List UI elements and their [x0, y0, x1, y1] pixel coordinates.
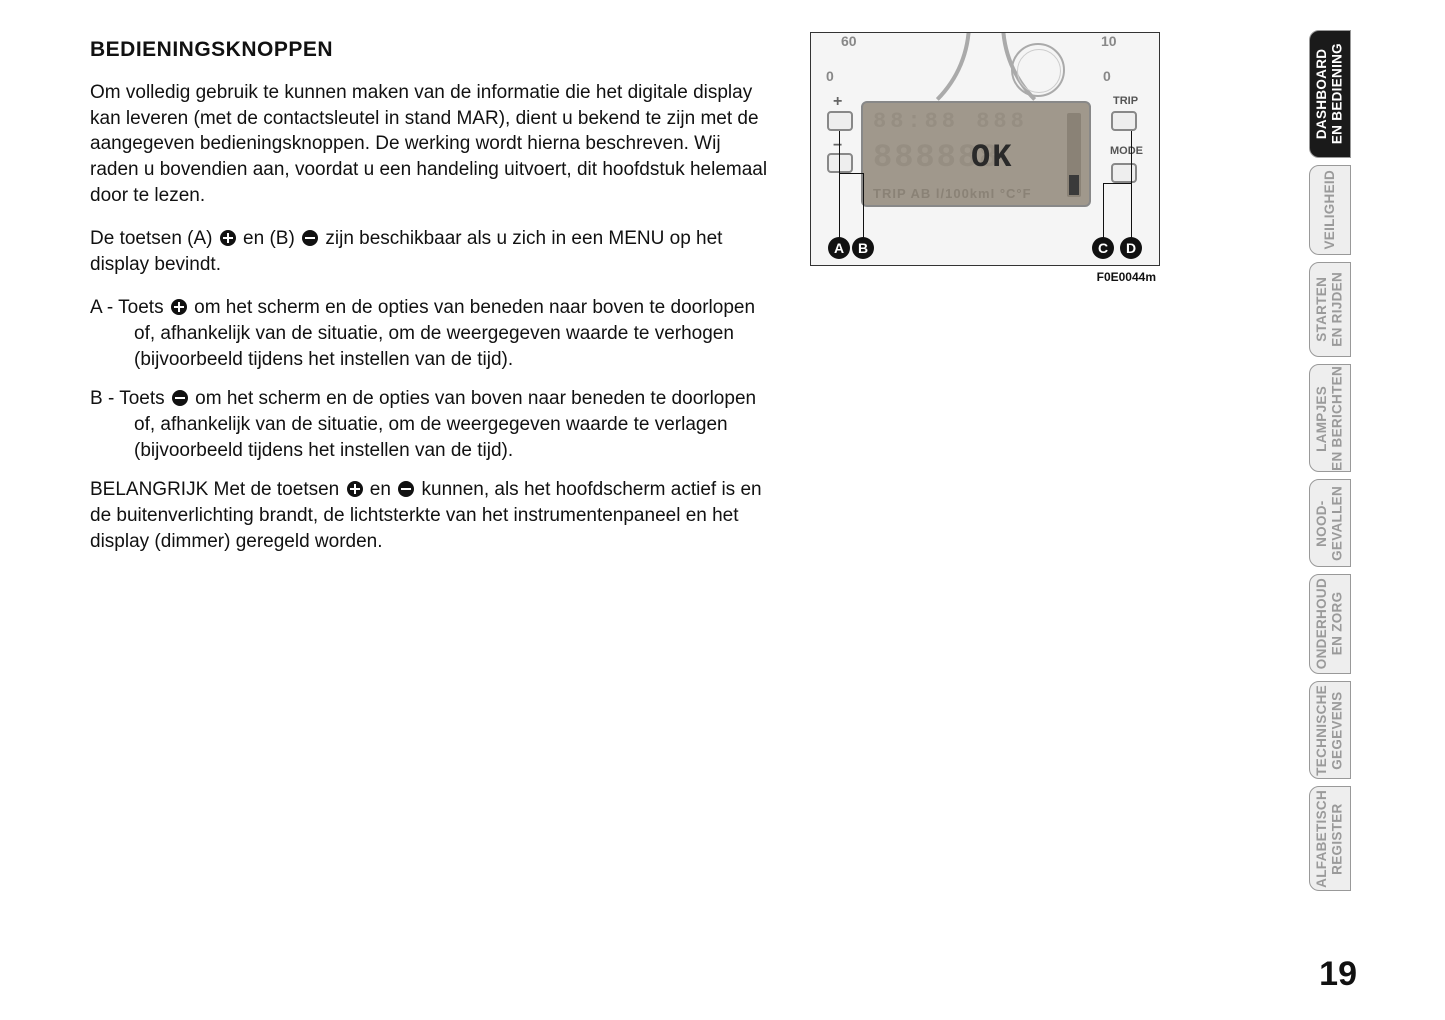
intro-paragraph: Om volledig gebruik te kunnen maken van …	[90, 80, 770, 208]
lcd-trip-text: TRIP AB l/100kmI °C°F	[873, 186, 1032, 201]
section-tab[interactable]: DASHBOARD EN BEDIENING	[1309, 30, 1351, 158]
tab-label: NOOD- GEVALLEN	[1314, 486, 1345, 561]
gauge-tick-label: 0	[826, 68, 834, 84]
list-item-a: A - Toets om het scherm en de opties van…	[90, 295, 770, 372]
tab-label: TECHNISCHE GEGEVENS	[1314, 685, 1345, 776]
pointer-line	[1103, 183, 1104, 243]
lcd-display: 88:88 888 888888 OK TRIP AB l/100kmI °C°…	[861, 101, 1091, 207]
section-tab[interactable]: NOOD- GEVALLEN	[1309, 479, 1351, 567]
plus-icon	[347, 481, 363, 497]
text-fragment: B - Toets	[90, 388, 170, 409]
marker-a: A	[828, 237, 850, 259]
tab-label: LAMPJES EN BERICHTEN	[1314, 366, 1345, 471]
mode-button	[1111, 163, 1137, 183]
page-number: 19	[1319, 955, 1357, 994]
plus-icon	[171, 299, 187, 315]
main-text-column: BEDIENINGSKNOPPEN Om volledig gebruik te…	[90, 38, 770, 572]
minus-icon	[172, 390, 188, 406]
center-knob	[1011, 43, 1065, 97]
tab-label: ALFABETISCH REGISTER	[1314, 790, 1345, 888]
dashboard-illustration: 60 10 0 0 88:88 888 888888 OK TRIP AB l/…	[810, 32, 1160, 266]
section-tab[interactable]: STARTEN EN RIJDEN	[1309, 262, 1351, 357]
pointer-line	[863, 173, 864, 243]
tab-label: ONDERHOUD EN ZORG	[1314, 578, 1345, 669]
text-fragment: om het scherm en de opties van beneden n…	[134, 297, 755, 369]
text-fragment: en (B)	[238, 228, 300, 249]
trip-label: TRIP	[1113, 95, 1138, 107]
text-fragment: en	[365, 479, 397, 500]
pointer-line	[839, 173, 863, 174]
text-fragment: De toetsen (A)	[90, 228, 218, 249]
pointer-line	[1131, 131, 1132, 243]
text-fragment: BELANGRIJK Met de toetsen	[90, 479, 345, 500]
trip-button	[1111, 111, 1137, 131]
lcd-segment-row: 88:88 888	[873, 109, 1028, 134]
plus-button	[827, 111, 853, 131]
mode-label: MODE	[1110, 145, 1143, 157]
figure-container: 60 10 0 0 88:88 888 888888 OK TRIP AB l/…	[810, 32, 1160, 284]
gauge-tick-label: 0	[1103, 68, 1111, 84]
lcd-fuel-bar	[1067, 113, 1081, 197]
text-fragment: om het scherm en de opties van boven naa…	[134, 388, 756, 460]
section-tab[interactable]: ALFABETISCH REGISTER	[1309, 786, 1351, 891]
tab-label: STARTEN EN RIJDEN	[1314, 272, 1345, 347]
section-tab[interactable]: TECHNISCHE GEGEVENS	[1309, 681, 1351, 779]
marker-d: D	[1120, 237, 1142, 259]
text-fragment: A - Toets	[90, 297, 169, 318]
section-title: BEDIENINGSKNOPPEN	[90, 38, 770, 62]
section-tab[interactable]: VEILIGHEID	[1309, 165, 1351, 255]
pointer-line	[1103, 183, 1131, 184]
tab-label: VEILIGHEID	[1322, 170, 1338, 250]
tab-label: DASHBOARD EN BEDIENING	[1314, 43, 1345, 144]
marker-c: C	[1092, 237, 1114, 259]
section-tab[interactable]: ONDERHOUD EN ZORG	[1309, 574, 1351, 674]
gauge-tick-label: 10	[1101, 33, 1117, 49]
minus-icon	[302, 230, 318, 246]
gauge-tick-label: 60	[841, 33, 857, 49]
important-paragraph: BELANGRIJK Met de toetsen en kunnen, als…	[90, 477, 770, 554]
minus-button	[827, 153, 853, 173]
minus-icon	[398, 481, 414, 497]
menu-paragraph: De toetsen (A) en (B) zijn beschikbaar a…	[90, 226, 770, 277]
list-item-b: B - Toets om het scherm en de opties van…	[90, 386, 770, 463]
pointer-line	[839, 131, 840, 243]
figure-caption: F0E0044m	[810, 270, 1160, 284]
marker-b: B	[852, 237, 874, 259]
section-tab[interactable]: LAMPJES EN BERICHTEN	[1309, 364, 1351, 472]
section-tabs: DASHBOARD EN BEDIENING VEILIGHEID STARTEN …	[1309, 30, 1351, 898]
plus-icon	[220, 230, 236, 246]
plus-label: +	[833, 93, 842, 111]
lcd-ok-text: OK	[971, 139, 1013, 176]
